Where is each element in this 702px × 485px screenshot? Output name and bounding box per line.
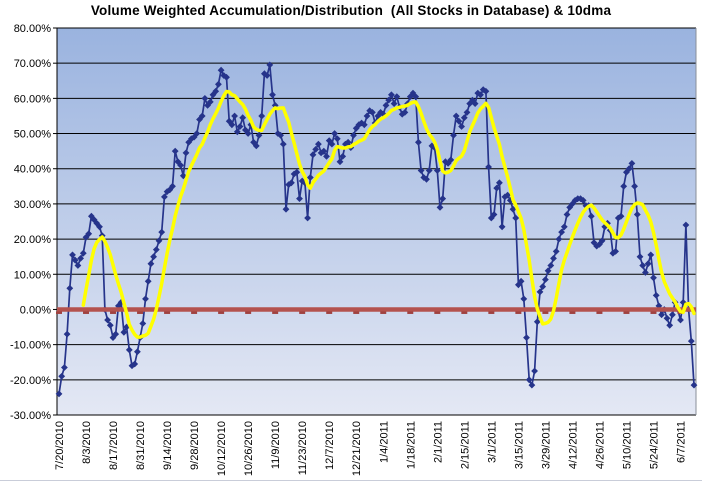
zero-line-axis-tick: [245, 311, 252, 314]
zero-line-axis-tick: [353, 311, 360, 314]
x-tick-label: 12/21/2010: [351, 421, 363, 476]
y-tick-label: -20.00%: [10, 375, 51, 387]
chart-title: Volume Weighted Accumulation/Distributio…: [90, 3, 612, 18]
x-tick-label: 4/12/2011: [567, 421, 579, 469]
y-tick-label: 60.00%: [14, 93, 52, 105]
zero-line-axis-tick: [191, 311, 198, 314]
x-tick-label: 7/20/2010: [54, 421, 66, 470]
x-tick-label: 3/29/2011: [540, 421, 552, 469]
zero-line-axis-tick: [515, 311, 522, 314]
x-tick-label: 5/24/2011: [648, 421, 660, 469]
zero-line-axis-tick: [650, 311, 657, 314]
x-tick-label: 11/9/2010: [270, 421, 282, 469]
y-tick-label: 0.00%: [20, 304, 51, 316]
ma-line: [81, 89, 696, 339]
zero-line-axis-tick: [380, 311, 387, 314]
x-tick-label: 3/15/2011: [513, 421, 525, 469]
x-tick-label: 10/12/2010: [216, 421, 228, 476]
zero-line-axis-tick: [488, 311, 495, 314]
y-tick-label: 20.00%: [14, 234, 52, 246]
y-tick-label: 40.00%: [14, 164, 52, 176]
y-tick-label: 70.00%: [14, 58, 52, 70]
zero-line-axis-tick: [83, 311, 90, 314]
zero-line-axis-tick: [542, 311, 549, 314]
zero-line-axis-tick: [299, 311, 306, 314]
x-tick-label: 6/7/2011: [675, 421, 687, 463]
y-tick-label: 10.00%: [14, 269, 52, 281]
zero-line-axis-tick: [461, 311, 468, 314]
plot-background: [57, 28, 696, 415]
zero-line-axis-tick: [110, 311, 117, 314]
x-tick-label: 8/3/2010: [81, 421, 93, 464]
x-tick-label: 4/26/2011: [594, 421, 606, 469]
y-tick-label: 50.00%: [14, 129, 52, 141]
x-tick-label: 2/1/2011: [432, 421, 444, 463]
x-tick-label: 5/10/2011: [621, 421, 633, 469]
x-tick-label: 11/23/2010: [297, 421, 309, 475]
x-tick-label: 1/4/2011: [378, 421, 390, 463]
zero-line-axis-tick: [137, 311, 144, 314]
zero-line-axis-tick: [407, 311, 414, 314]
zero-line-axis-tick: [569, 311, 576, 314]
x-tick-label: 9/28/2010: [189, 421, 201, 470]
y-tick-label: 30.00%: [14, 199, 52, 211]
y-tick-label: -30.00%: [10, 410, 51, 422]
x-tick-label: 12/7/2010: [324, 421, 336, 470]
y-tick-label: 80.00%: [14, 23, 52, 35]
x-tick-label: 2/15/2011: [459, 421, 471, 469]
zero-line-axis-tick: [596, 311, 603, 314]
x-tick-label: 1/18/2011: [405, 421, 417, 469]
zero-line-axis-tick: [434, 311, 441, 314]
zero-line-axis-tick: [272, 311, 279, 314]
zero-line-axis-tick: [56, 311, 62, 314]
x-tick-label: 3/1/2011: [486, 421, 498, 463]
x-tick-label: 10/26/2010: [243, 421, 255, 476]
y-tick-label: -10.00%: [10, 340, 51, 352]
zero-line-axis-tick: [623, 311, 630, 314]
zero-line-axis-tick: [326, 311, 333, 314]
zero-line-axis-tick: [218, 311, 225, 314]
x-tick-label: 8/31/2010: [135, 421, 147, 470]
x-tick-label: 8/17/2010: [108, 421, 120, 470]
zero-line-axis-tick: [164, 311, 171, 314]
x-tick-label: 9/14/2010: [162, 421, 174, 470]
